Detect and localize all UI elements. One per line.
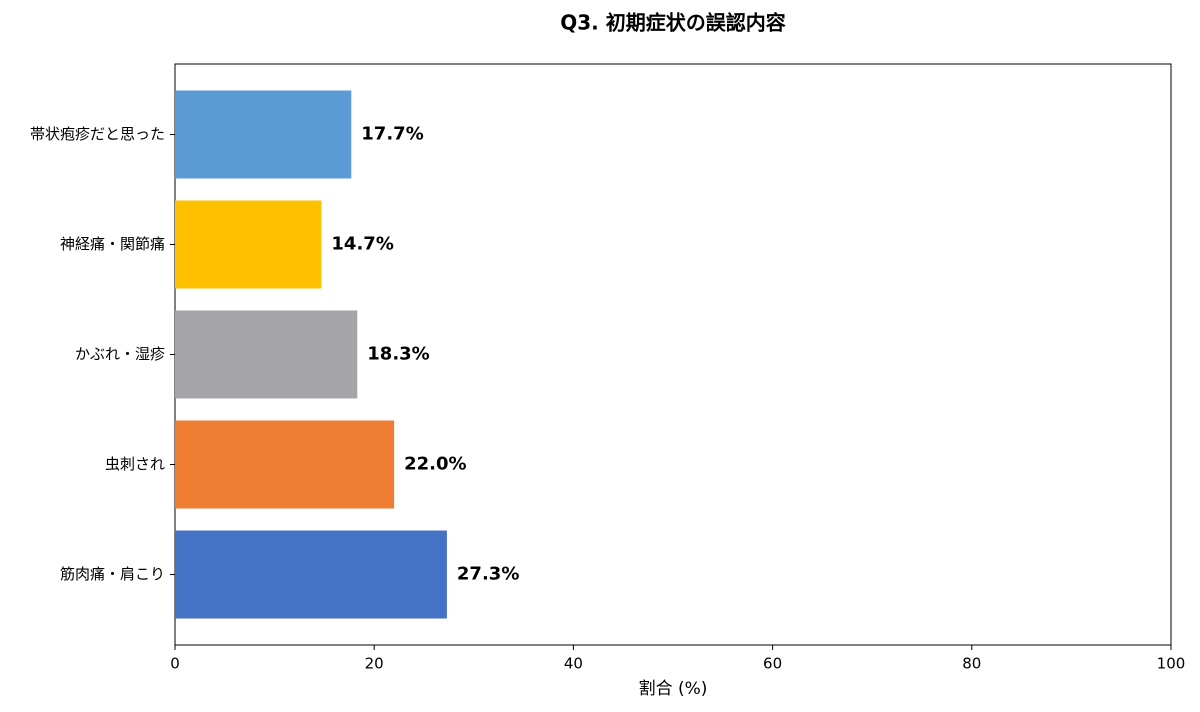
- value-label: 27.3%: [457, 564, 519, 585]
- y-tick-label: かぶれ・湿疹: [75, 345, 165, 363]
- x-tick-label: 80: [962, 655, 981, 673]
- x-tick-label: 20: [365, 655, 384, 673]
- x-tick-label: 100: [1157, 655, 1186, 673]
- value-label: 14.7%: [331, 234, 393, 255]
- x-tick-label: 60: [763, 655, 782, 673]
- bar: [175, 420, 395, 509]
- x-axis-label: 割合 (%): [639, 679, 708, 699]
- x-tick-label: 40: [564, 655, 583, 673]
- y-tick-label: 筋肉痛・肩こり: [60, 565, 165, 583]
- y-tick-label: 虫刺され: [105, 455, 165, 473]
- bar: [175, 200, 322, 289]
- value-label: 17.7%: [361, 124, 423, 145]
- bar: [175, 310, 358, 399]
- x-tick-label: 0: [170, 655, 180, 673]
- y-tick-label: 神経痛・関節痛: [60, 235, 165, 253]
- bar: [175, 530, 447, 619]
- bar: [175, 90, 352, 179]
- y-tick-label: 帯状疱疹だと思った: [30, 125, 165, 143]
- value-label: 22.0%: [404, 454, 466, 475]
- chart-title: Q3. 初期症状の誤認内容: [560, 11, 785, 35]
- value-label: 18.3%: [367, 344, 429, 365]
